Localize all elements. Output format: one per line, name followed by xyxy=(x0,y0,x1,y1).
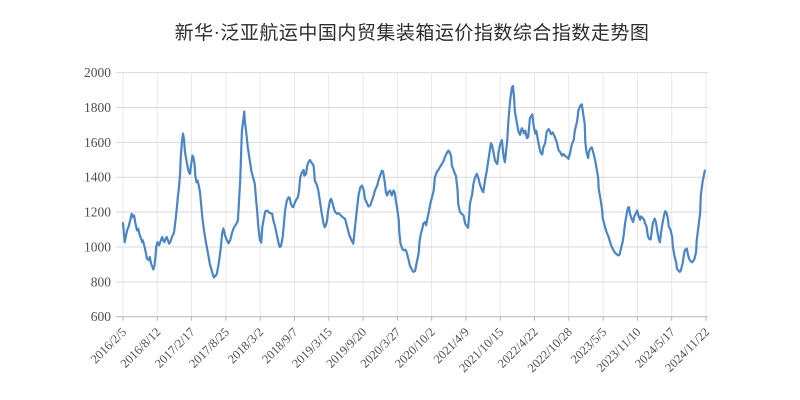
y-axis-tick-label: 2000 xyxy=(84,65,111,80)
y-axis-tick-label: 600 xyxy=(91,309,112,324)
y-axis-tick-label: 1200 xyxy=(84,205,111,220)
index-series-line xyxy=(121,84,706,279)
y-axis-tick-label: 1400 xyxy=(84,170,111,185)
chart-title: 新华·泛亚航运中国内贸集装箱运价指数综合指数走势图 xyxy=(174,23,650,44)
y-axis-tick-label: 800 xyxy=(91,274,112,289)
y-axis-tick-label: 1600 xyxy=(84,135,111,150)
y-axis-tick-label: 1800 xyxy=(84,100,111,115)
y-axis-tick-label: 1000 xyxy=(84,239,111,254)
x-axis-tick-label: 2018/3/2 xyxy=(225,325,266,366)
